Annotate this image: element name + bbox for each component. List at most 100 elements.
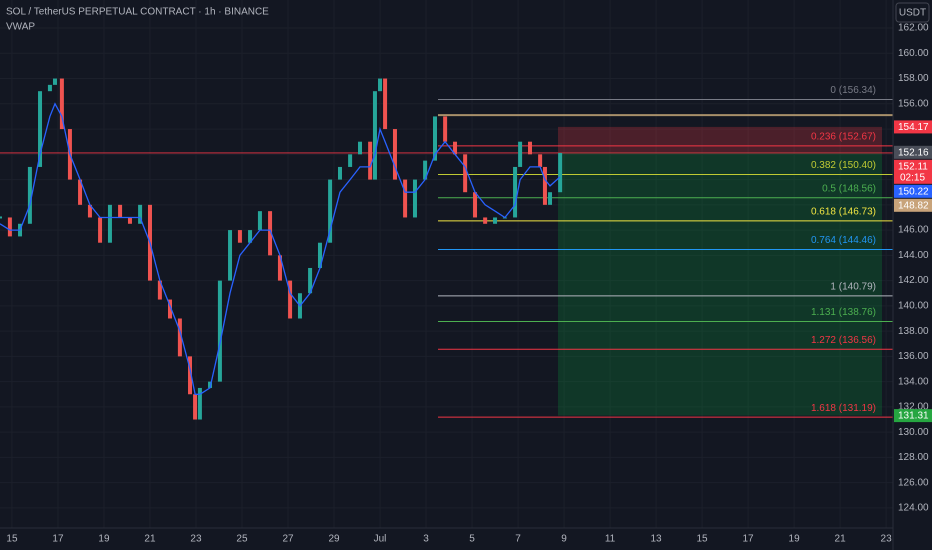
candle (288, 280, 293, 319)
candle (127, 217, 132, 224)
x-tick-label: 15 (697, 534, 709, 545)
candle (412, 179, 417, 218)
candle (392, 129, 397, 180)
y-tick-label: 156.00 (898, 98, 929, 109)
x-tick-label: 5 (469, 534, 475, 545)
x-tick-label: 19 (789, 534, 801, 545)
candle (248, 230, 253, 243)
currency-button[interactable] (895, 2, 930, 23)
fib-label: 0.236 (152.67) (811, 132, 876, 143)
x-tick-label: Jul (374, 534, 387, 545)
fib-label: 1 (140.79) (830, 282, 876, 293)
candle (493, 217, 498, 224)
candle (7, 217, 12, 237)
candle (237, 230, 242, 243)
x-tick-label: 17 (743, 534, 755, 545)
candle (473, 192, 478, 218)
candle (157, 280, 162, 300)
price-tag (894, 184, 932, 198)
candle (337, 166, 342, 180)
x-tick-label: 23 (190, 534, 202, 545)
candle (47, 84, 52, 92)
countdown: 02:15 (900, 172, 925, 183)
vwap-line (0, 102, 561, 395)
fib-label: 0.5 (148.56) (822, 183, 876, 194)
candle (78, 179, 83, 205)
x-tick-label: 15 (6, 534, 18, 545)
x-tick-label: 25 (236, 534, 248, 545)
candle (167, 299, 172, 319)
candle (548, 192, 553, 205)
fib-label: 1.272 (136.56) (811, 335, 876, 346)
candle (518, 141, 523, 167)
price-tag-label: 150.22 (898, 186, 929, 197)
candle (403, 179, 408, 218)
candle (383, 78, 388, 130)
indicator-name: VWAP (6, 22, 35, 33)
candle (138, 204, 143, 224)
candle (257, 211, 262, 231)
candle (528, 141, 533, 155)
y-tick-label: 124.00 (898, 503, 929, 514)
x-tick-label: 3 (423, 534, 429, 545)
candle (538, 154, 543, 167)
candle (188, 356, 193, 395)
y-tick-label: 144.00 (898, 250, 929, 261)
price-tag-label: 152.11 (898, 161, 928, 172)
candle (87, 204, 92, 218)
plot: 0 (156.34) 0.236 (152.67) 0.382 (150.40) 0.… (0, 78, 893, 420)
candle (0, 216, 2, 219)
candle (107, 204, 112, 243)
candle (542, 166, 547, 205)
candle (59, 78, 64, 130)
y-tick-label: 140.00 (898, 301, 929, 312)
candle (328, 179, 333, 243)
candle (368, 141, 373, 180)
candle (348, 154, 353, 167)
candle (52, 78, 57, 85)
candle (432, 116, 437, 161)
candle (228, 230, 233, 281)
y-tick-label: 160.00 (898, 48, 929, 59)
fib-label: 0.382 (150.40) (811, 160, 876, 171)
y-tick-label: 142.00 (898, 275, 929, 286)
price-tag-label: 148.82 (898, 200, 929, 211)
currency-label: USDT (899, 8, 926, 19)
y-tick-label: 158.00 (898, 73, 929, 84)
candle (513, 166, 518, 218)
x-tick-label: 21 (144, 534, 156, 545)
candle (197, 387, 202, 420)
candle (483, 217, 488, 224)
price-tag (894, 145, 932, 159)
x-tick-label: 19 (98, 534, 110, 545)
y-tick-label: 146.00 (898, 225, 929, 236)
x-tick-label: 29 (328, 534, 340, 545)
candle (27, 166, 32, 224)
y-tick-label: 130.00 (898, 427, 929, 438)
y-tick-label: 138.00 (898, 326, 929, 337)
x-tick-label: 23 (881, 534, 893, 545)
price-tag (894, 120, 932, 134)
target-zone (558, 152, 882, 416)
stop-zone (558, 126, 882, 153)
candle (38, 91, 43, 167)
price-tag (894, 409, 932, 423)
fib-label: 1.131 (138.76) (811, 307, 876, 318)
candle (118, 204, 123, 218)
fib-label: 0 (156.34) (830, 85, 876, 96)
y-tick-label: 136.00 (898, 351, 929, 362)
x-tick-label: 13 (651, 534, 663, 545)
price-tag-label: 131.31 (898, 411, 929, 422)
candle (358, 141, 363, 155)
x-tick-label: 27 (282, 534, 294, 545)
x-tick-label: 17 (52, 534, 64, 545)
candle (372, 91, 377, 180)
price-tag-label: 152.16 (898, 147, 929, 158)
candle (217, 280, 222, 382)
x-tick-label: 9 (561, 534, 567, 545)
x-tick-label: 11 (605, 534, 616, 545)
candle (463, 154, 468, 193)
candle (177, 318, 182, 357)
